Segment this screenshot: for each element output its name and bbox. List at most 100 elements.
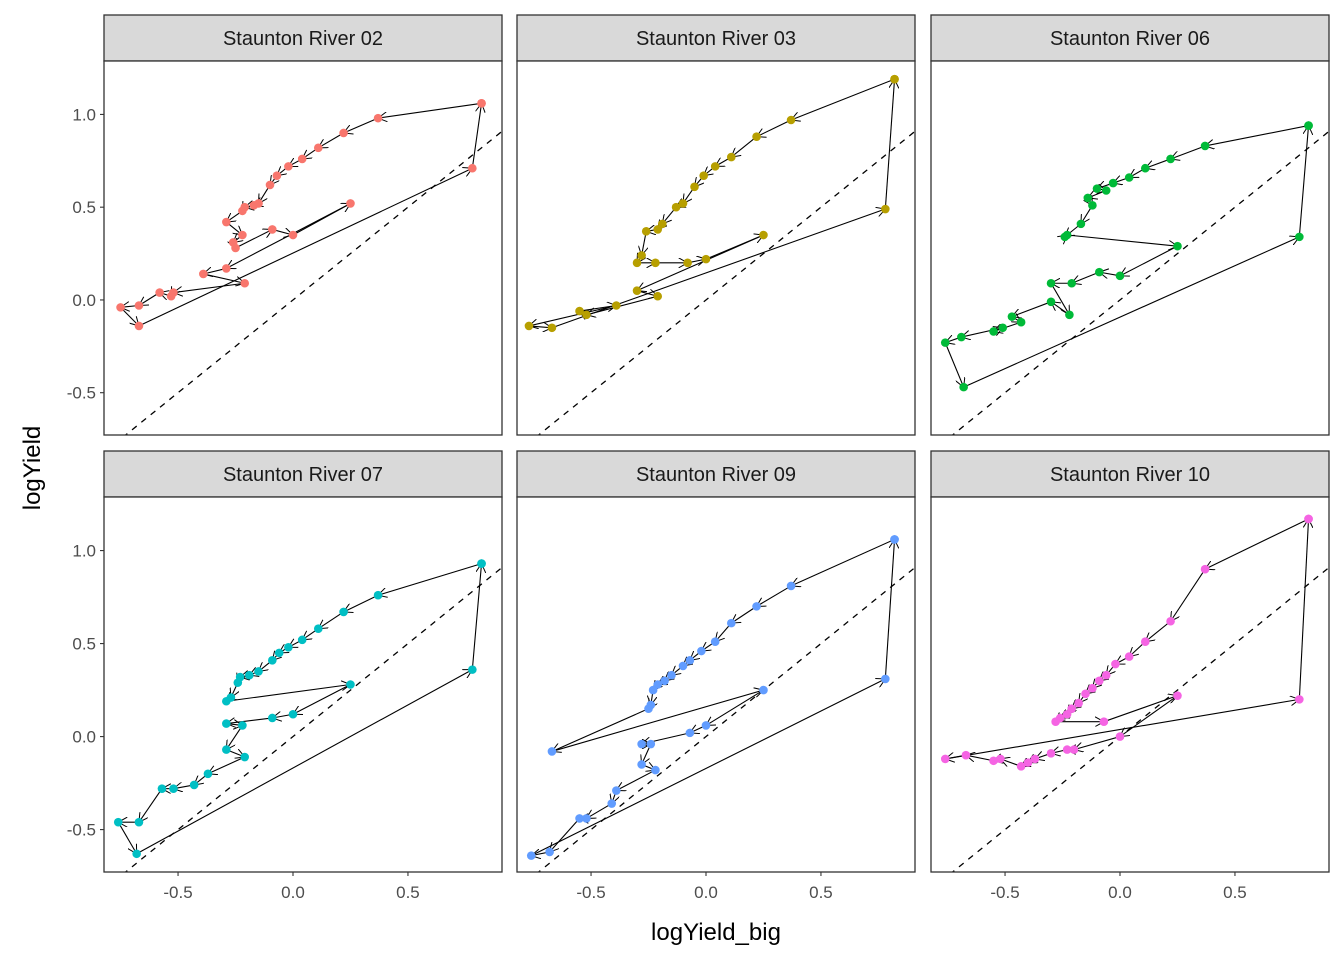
path-arrow [1103,696,1178,723]
data-point [238,230,247,240]
data-point [612,301,621,310]
y-tick-label: 0.5 [72,198,96,217]
data-point [1076,219,1086,229]
data-point [699,171,708,180]
y-tick-label: -0.5 [67,821,96,840]
data-point [1115,732,1125,741]
data-point [240,278,250,288]
data-point [155,288,164,297]
path-arrow [1120,695,1178,737]
data-point [1051,717,1060,727]
data-point [1099,717,1109,727]
panel-background [931,497,1329,872]
data-point [169,784,178,793]
data-point [1016,317,1026,327]
data-point [710,637,720,647]
data-point [132,849,141,859]
path-arrow [117,821,136,854]
data-point [1111,659,1120,669]
data-point [203,769,213,779]
data-point [1124,173,1134,182]
path-arrow [616,769,656,790]
data-point [1016,762,1026,771]
data-point [1046,297,1056,307]
x-tick-label: 0.0 [694,883,718,902]
data-point [116,303,125,312]
data-point [996,754,1005,764]
data-point [477,98,486,108]
path-arrow [226,725,243,749]
data-point [1166,616,1175,626]
y-axis-title: logYield [19,426,46,511]
data-point [1088,201,1097,210]
path-arrow [1072,271,1100,283]
data-point [701,721,711,730]
facet-title: Staunton River 09 [636,464,796,486]
data-point [1140,163,1150,173]
path-arrow [1074,736,1121,750]
data-point [524,321,534,331]
x-tick-label: 0.5 [1223,883,1247,902]
data-point [759,685,768,695]
path-arrow [944,342,963,388]
x-tick-label: 0.0 [1108,883,1132,902]
data-point [881,674,890,684]
data-point [1062,745,1072,754]
panel-2: Staunton River 03 [516,14,916,436]
facet-title: Staunton River 03 [636,28,796,50]
path-arrow [226,202,351,268]
data-point [313,624,323,633]
data-point [1095,267,1104,277]
path-arrow [471,564,481,670]
path-arrow [1205,518,1309,569]
x-tick-label: -0.5 [990,883,1019,902]
facet-title: Staunton River 07 [223,464,383,486]
data-point [222,719,231,728]
panel-background [931,61,1329,435]
path-arrow [344,594,379,612]
facet-strip [516,450,916,498]
path-arrow [552,708,649,752]
data-point [759,230,768,240]
path-arrow [586,803,613,819]
data-point [1173,691,1182,700]
path-arrow [138,168,472,327]
panel-1: Staunton River 02 -0.5 0.0 0.5 1.0 [67,14,503,436]
data-point [752,602,761,611]
facet-title: Staunton River 02 [223,28,383,50]
data-point [685,728,695,738]
path-arrow [551,690,764,752]
x-tick-label: 0.0 [281,883,305,902]
data-point [1200,141,1210,151]
data-point [697,646,706,656]
path-arrow [731,605,757,623]
data-point [284,642,293,652]
data-point [644,704,653,713]
data-point [1173,241,1182,251]
data-point [134,321,144,331]
data-point [940,338,950,347]
panel-background [104,497,502,872]
data-point [238,721,247,730]
panel-border [516,496,916,873]
x-axis-title: logYield_big [651,919,781,946]
data-point [1074,698,1083,708]
data-point [989,756,998,766]
data-point [683,258,692,268]
data-point [726,152,736,162]
data-point [346,680,355,689]
data-point [1124,652,1134,661]
path-arrow [344,117,379,133]
path-arrow [1171,145,1206,159]
data-point [245,670,254,680]
path-arrow [120,306,139,326]
path-arrow [637,234,764,291]
data-point [134,301,144,310]
path-arrow [966,755,994,761]
data-point [582,814,591,823]
data-point [890,74,899,84]
reference-line [537,566,915,872]
data-point [339,607,348,617]
data-point [1067,278,1077,288]
data-point [1062,230,1072,240]
